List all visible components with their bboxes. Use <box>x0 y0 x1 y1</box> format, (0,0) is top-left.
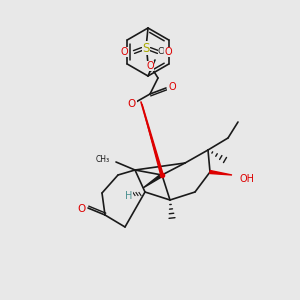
Polygon shape <box>210 170 232 175</box>
Text: H: H <box>125 191 133 201</box>
Text: O: O <box>167 82 175 92</box>
Text: O: O <box>128 99 136 109</box>
Polygon shape <box>142 104 163 175</box>
Text: O: O <box>164 47 172 57</box>
Text: O: O <box>146 61 154 71</box>
Polygon shape <box>143 174 163 188</box>
Text: O: O <box>168 82 176 92</box>
Text: O: O <box>77 204 85 214</box>
Text: O: O <box>127 99 135 109</box>
Text: CH₃: CH₃ <box>96 154 110 164</box>
Text: O: O <box>120 47 128 57</box>
Text: CH₃: CH₃ <box>158 47 173 56</box>
Text: OH: OH <box>240 174 255 184</box>
Text: S: S <box>142 41 150 55</box>
